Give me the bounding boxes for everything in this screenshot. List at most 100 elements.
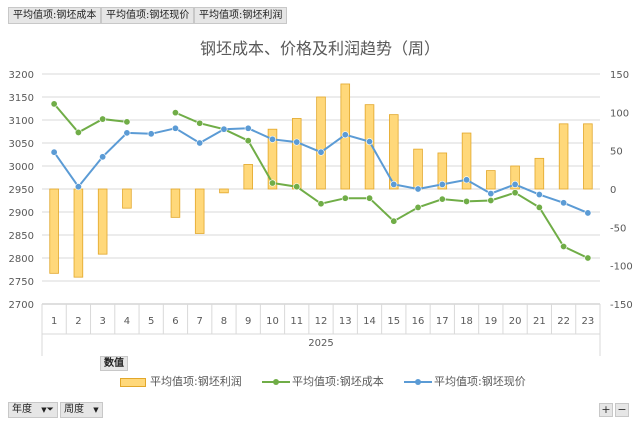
point-price [171, 124, 179, 132]
point-price [463, 176, 471, 184]
bar-profit [73, 188, 84, 278]
x-tick-label: 2 [75, 316, 81, 327]
point-cost [171, 109, 179, 117]
point-price [268, 135, 276, 143]
y-right-tick-label: 100 [610, 108, 629, 119]
point-price [50, 148, 58, 156]
bar-profit [534, 157, 545, 190]
point-price [341, 131, 349, 139]
bar-profit [316, 96, 326, 190]
expand-button[interactable]: + [599, 403, 613, 417]
point-price [584, 209, 592, 217]
point-cost [463, 197, 471, 205]
point-price [74, 183, 82, 191]
bar-profit [461, 132, 472, 190]
field-button-profit[interactable]: 平均值项:钢坯利润 [194, 7, 288, 24]
y-left-tick-label: 3050 [9, 139, 34, 150]
y-left-tick-label: 2850 [9, 231, 34, 242]
y-left-tick-label: 2700 [9, 300, 34, 311]
x-tick-label: 21 [533, 316, 546, 327]
filter-week-label: 周度 [64, 404, 84, 415]
y-left-tick-label: 2900 [9, 208, 34, 219]
point-price [244, 124, 252, 132]
x-tick-label: 4 [124, 316, 130, 327]
field-button-cost[interactable]: 平均值项:钢坯成本 [8, 7, 102, 24]
dropdown-icon: ▼ [41, 406, 47, 414]
y-right-tick-label: -100 [610, 262, 633, 273]
x-tick-label: 5 [148, 316, 154, 327]
bar-profit [583, 123, 593, 190]
x-tick-label: 1 [51, 316, 57, 327]
value-field-tag[interactable]: 数值 [100, 356, 128, 371]
point-price [293, 138, 301, 146]
y-left-tick-label: 3000 [9, 162, 34, 173]
y-right-tick-label: -50 [610, 223, 626, 234]
point-cost [74, 128, 82, 136]
x-tick-label: 13 [339, 316, 352, 327]
x-tick-label: 9 [245, 316, 251, 327]
legend-item-cost: 平均值项:钢坯成本 [262, 374, 384, 390]
point-price [511, 180, 519, 188]
y-right-tick-label: 50 [610, 147, 623, 158]
point-price [560, 199, 568, 207]
point-price [366, 138, 374, 146]
y-right-tick-label: 0 [610, 185, 616, 196]
point-cost [535, 203, 543, 211]
bar-profit [122, 188, 132, 209]
filter-year[interactable]: 年度 ▼⏷ [8, 402, 58, 418]
legend-swatch-price [404, 379, 432, 385]
filter-week[interactable]: 周度 ▼ [60, 402, 103, 418]
point-cost [414, 203, 422, 211]
y-left-tick-label: 3200 [9, 70, 34, 81]
y-left-tick-label: 3100 [9, 116, 34, 127]
x-tick-label: 6 [172, 316, 178, 327]
filter-year-label: 年度 [12, 404, 32, 415]
bar-profit [413, 148, 423, 190]
point-cost [99, 115, 107, 123]
x-tick-label: 22 [557, 316, 570, 327]
point-cost [366, 194, 374, 202]
legend-swatch-cost [262, 379, 290, 385]
point-price [535, 191, 543, 199]
point-price [196, 139, 204, 147]
x-tick-label: 12 [315, 316, 328, 327]
bar-profit [291, 118, 302, 190]
point-cost [268, 179, 276, 187]
point-cost [390, 217, 398, 225]
bar-profit [267, 128, 278, 190]
point-price [123, 129, 131, 137]
bar-profit [194, 188, 205, 234]
x-tick-label: 11 [290, 316, 303, 327]
x-tick-label: 14 [363, 316, 376, 327]
y-left-tick-label: 3150 [9, 93, 34, 104]
point-cost [317, 200, 325, 208]
y-right-tick-label: 150 [610, 70, 629, 81]
x-tick-label: 8 [221, 316, 227, 327]
x-tick-label: 15 [387, 316, 400, 327]
bar-profit [170, 188, 181, 218]
y-right-tick-label: -150 [610, 300, 633, 311]
point-price [147, 130, 155, 138]
point-cost [487, 197, 495, 205]
collapse-button[interactable]: − [615, 403, 629, 417]
bar-profit [364, 104, 375, 190]
y-left-tick-label: 2950 [9, 185, 34, 196]
line-cost [175, 111, 589, 259]
bar-profit [97, 188, 108, 255]
x-tick-label: 16 [412, 316, 425, 327]
legend-label-cost: 平均值项:钢坯成本 [292, 375, 384, 388]
filter-funnel-icon: ⏷ [46, 405, 54, 415]
point-price [390, 180, 398, 188]
bar-profit [219, 188, 229, 194]
x-tick-label: 17 [436, 316, 449, 327]
legend-label-price: 平均值项:钢坯现价 [434, 375, 526, 388]
bar-profit [49, 188, 59, 274]
field-button-price[interactable]: 平均值项:钢坯现价 [101, 7, 195, 24]
y-left-tick-label: 2800 [9, 254, 34, 265]
point-price [317, 148, 325, 156]
point-cost [123, 118, 131, 126]
line-cost [53, 103, 128, 134]
legend-label-profit: 平均值项:钢坯利润 [150, 375, 242, 388]
point-cost [244, 137, 252, 145]
